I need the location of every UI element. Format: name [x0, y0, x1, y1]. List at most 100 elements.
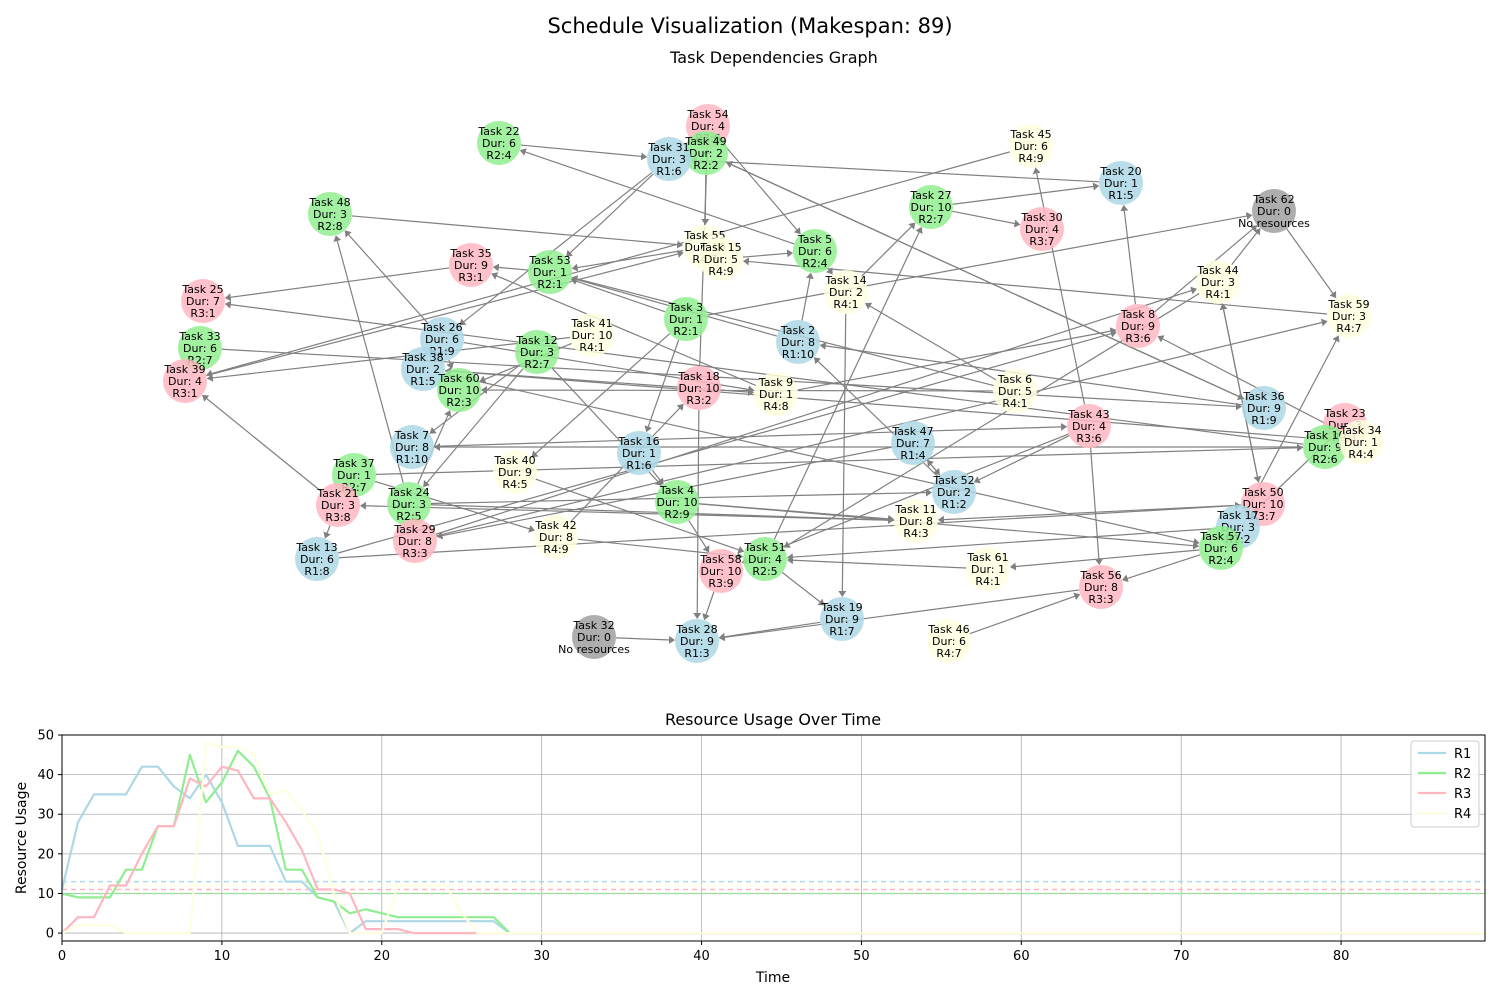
task-node-circle: [528, 250, 572, 294]
task-node-circle: [437, 368, 481, 412]
task-node-label: Task 42: [534, 519, 576, 532]
edge-57-61: [1009, 549, 1200, 571]
task-node-circle: [699, 549, 743, 593]
task-node-label: Task 13: [295, 541, 337, 554]
task-node-label: R2:4: [802, 257, 827, 270]
task-node-label: Task 51: [743, 541, 785, 554]
task-node-label: Dur: 8: [899, 515, 933, 528]
edge-41-39: [206, 336, 571, 382]
task-node-label: Task 11: [894, 503, 936, 516]
x-axis-label: Time: [755, 970, 790, 986]
edge-11-21: [359, 501, 895, 521]
task-node-label: Task 50: [1241, 486, 1283, 499]
task-node-label: R4:8: [763, 400, 788, 413]
task-node-label: R1:6: [656, 165, 681, 178]
task-node-label: R1:10: [782, 348, 814, 361]
task-node-circle: [1079, 565, 1123, 609]
task-node-circle: [1252, 189, 1296, 233]
task-node-label: R1:9: [1251, 414, 1276, 427]
task-node-label: No resources: [1238, 217, 1310, 230]
task-node-circle: [927, 619, 971, 663]
edge-51-27: [773, 226, 923, 540]
task-node-label: Task 57: [1199, 530, 1241, 543]
task-node-circle: [449, 243, 493, 287]
x-tick-label: 50: [853, 949, 870, 964]
task-node-label: R3:9: [708, 577, 733, 590]
task-node-label: R3:8: [325, 511, 350, 524]
task-node-circle: [1199, 526, 1243, 570]
task-node-label: Task 3: [668, 301, 703, 314]
edge-53-35: [492, 263, 529, 272]
edge-36-49: [726, 160, 1245, 400]
task-node-label: R2:5: [752, 565, 777, 578]
task-node-label: R4:7: [936, 647, 961, 660]
task-node-label: Dur: 2: [829, 286, 863, 299]
task-node-label: Task 40: [493, 454, 535, 467]
task-node-label: Dur: 6: [932, 635, 966, 648]
edge-51-19: [781, 572, 825, 606]
task-node-circle: [617, 431, 661, 475]
edge-48-55: [351, 215, 684, 249]
edge-4-57: [698, 503, 1200, 550]
task-node-label: Dur: 6: [300, 553, 334, 566]
series-line-r1: [60, 765, 1485, 935]
edge-34-8: [1157, 335, 1342, 433]
y-tick-label: 20: [37, 847, 54, 862]
task-node-label: Task 28: [675, 623, 717, 636]
edge-58-28: [702, 591, 715, 621]
task-node-label: R3:3: [402, 547, 427, 560]
edge-9-8: [797, 327, 1117, 391]
edge-39-55: [206, 250, 684, 377]
task-node-label: Task 62: [1252, 193, 1294, 206]
task-node-label: Dur: 10: [911, 201, 952, 214]
edge-26-60: [446, 359, 454, 370]
task-node-label: R1:5: [1108, 189, 1133, 202]
edge-46-56: [969, 592, 1081, 635]
legend: R1 R2 R3 R4: [1410, 740, 1480, 828]
x-tick-label: 0: [58, 949, 66, 964]
task-node-label: Dur: 6: [183, 342, 217, 355]
task-node-label: R4:1: [579, 341, 604, 354]
task-node-label: Dur: 3: [652, 153, 686, 166]
series-line-r4: [61, 741, 1485, 935]
task-node-circle: [477, 121, 521, 165]
task-node-label: Task 59: [1327, 298, 1369, 311]
task-node-label: Task 39: [163, 363, 205, 376]
task-node-label: Dur: 10: [1243, 498, 1284, 511]
legend-label-r1: R1: [1454, 747, 1471, 762]
task-node-label: Task 47: [891, 425, 933, 438]
task-node-circle: [295, 537, 339, 581]
task-node-label: Dur: 10: [439, 384, 480, 397]
edge-52-47: [927, 459, 941, 476]
task-node-label: R2:1: [537, 278, 562, 291]
task-node-label: Dur: 10: [701, 565, 742, 578]
task-node-label: Task 53: [528, 254, 570, 267]
task-node-label: Task 18: [677, 370, 719, 383]
task-node-label: Dur: 8: [1084, 581, 1118, 594]
task-node-label: R2:4: [1208, 554, 1233, 567]
task-node-circle: [493, 450, 537, 494]
task-node-label: R4:5: [502, 478, 527, 491]
task-node-label: Task 30: [1020, 211, 1062, 224]
task-node-label: Task 4: [659, 484, 694, 497]
edge-56-28: [718, 589, 1080, 642]
task-node-label: Task 34: [1339, 424, 1381, 437]
edge-17-51: [786, 527, 1217, 562]
x-tick-label: 60: [1013, 949, 1030, 964]
